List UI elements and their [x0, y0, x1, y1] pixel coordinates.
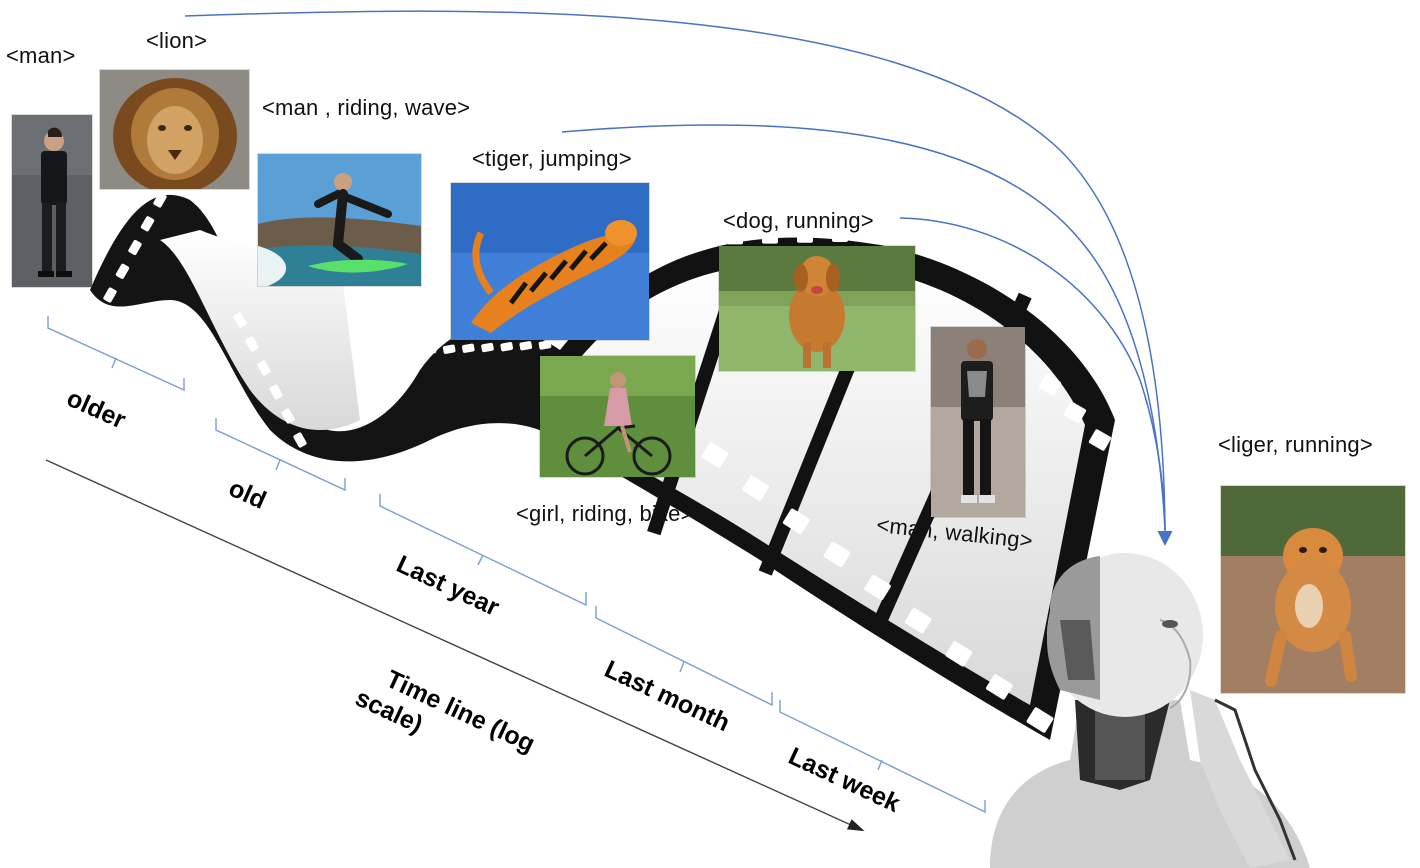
photo-girl-riding-bike [540, 356, 695, 477]
sprocket-hole [128, 239, 142, 256]
sprocket-hole [1063, 401, 1087, 424]
photo-tiger-jumping [451, 183, 649, 340]
label-liger-running: <liger, running> [1218, 432, 1373, 457]
sprocket-hole [1088, 429, 1112, 451]
sprocket-hole [692, 237, 708, 246]
photo-man [12, 115, 92, 287]
timeline-arrow [45, 459, 865, 832]
sprocket-hole [115, 263, 130, 279]
connector-dog-to-robot [899, 217, 1166, 531]
label-dog-running: <dog, running> [723, 208, 874, 233]
sprocket-hole [257, 360, 271, 376]
sprocket-hole [293, 432, 307, 448]
photo-man-riding-wave [258, 154, 421, 286]
connector-lion-to-robot [184, 10, 1173, 546]
sprocket-hole [742, 475, 769, 501]
sprocket-hole [904, 607, 932, 634]
label-lion: <lion> [146, 28, 208, 53]
bracket-last-month [595, 606, 773, 707]
sprocket-hole [823, 541, 851, 568]
photo-liger-running [1221, 486, 1405, 693]
label-girl-riding-bike: <girl, riding, bike> [516, 501, 694, 526]
sprocket-hole [500, 342, 513, 352]
photo-man-walking [931, 327, 1025, 517]
sprocket-hole [103, 287, 117, 303]
sprocket-hole [245, 336, 259, 352]
sprocket-hole [481, 342, 494, 353]
sprocket-hole [701, 442, 729, 468]
sprocket-hole [423, 345, 437, 355]
sprocket-hole [986, 674, 1013, 700]
sprocket-hole [1026, 707, 1054, 733]
sprocket-hole [797, 234, 813, 243]
sprocket-hole [153, 192, 167, 208]
sprocket-hole [269, 384, 283, 400]
photo-lion [100, 70, 249, 189]
label-man-riding-wave: <man , riding, wave> [262, 95, 471, 120]
sprocket-hole [538, 340, 552, 350]
sprocket-hole [727, 236, 743, 245]
photo-dog-running [719, 246, 915, 371]
sprocket-hole [281, 408, 295, 424]
sprocket-hole [832, 234, 848, 242]
sprocket-hole [864, 574, 891, 601]
sprocket-hole [140, 216, 155, 232]
connector-tiger-to-robot [561, 124, 1166, 531]
sprocket-hole [442, 344, 456, 354]
sprocket-hole [1038, 374, 1062, 396]
bracket-last-week [779, 700, 986, 814]
sprocket-hole [782, 508, 810, 535]
sprocket-hole [462, 343, 475, 353]
label-man: <man> [6, 43, 76, 68]
robot-illustration [990, 553, 1310, 868]
bracket-older [47, 316, 185, 392]
sprocket-hole [945, 641, 973, 667]
bracket-last-year [379, 494, 587, 607]
sprocket-hole [233, 312, 247, 328]
sprocket-hole [519, 341, 533, 351]
bracket-old [215, 418, 346, 492]
label-tiger-jumping: <tiger, jumping> [472, 146, 632, 171]
sprocket-hole [762, 235, 778, 244]
sprocket-hole [657, 238, 673, 246]
